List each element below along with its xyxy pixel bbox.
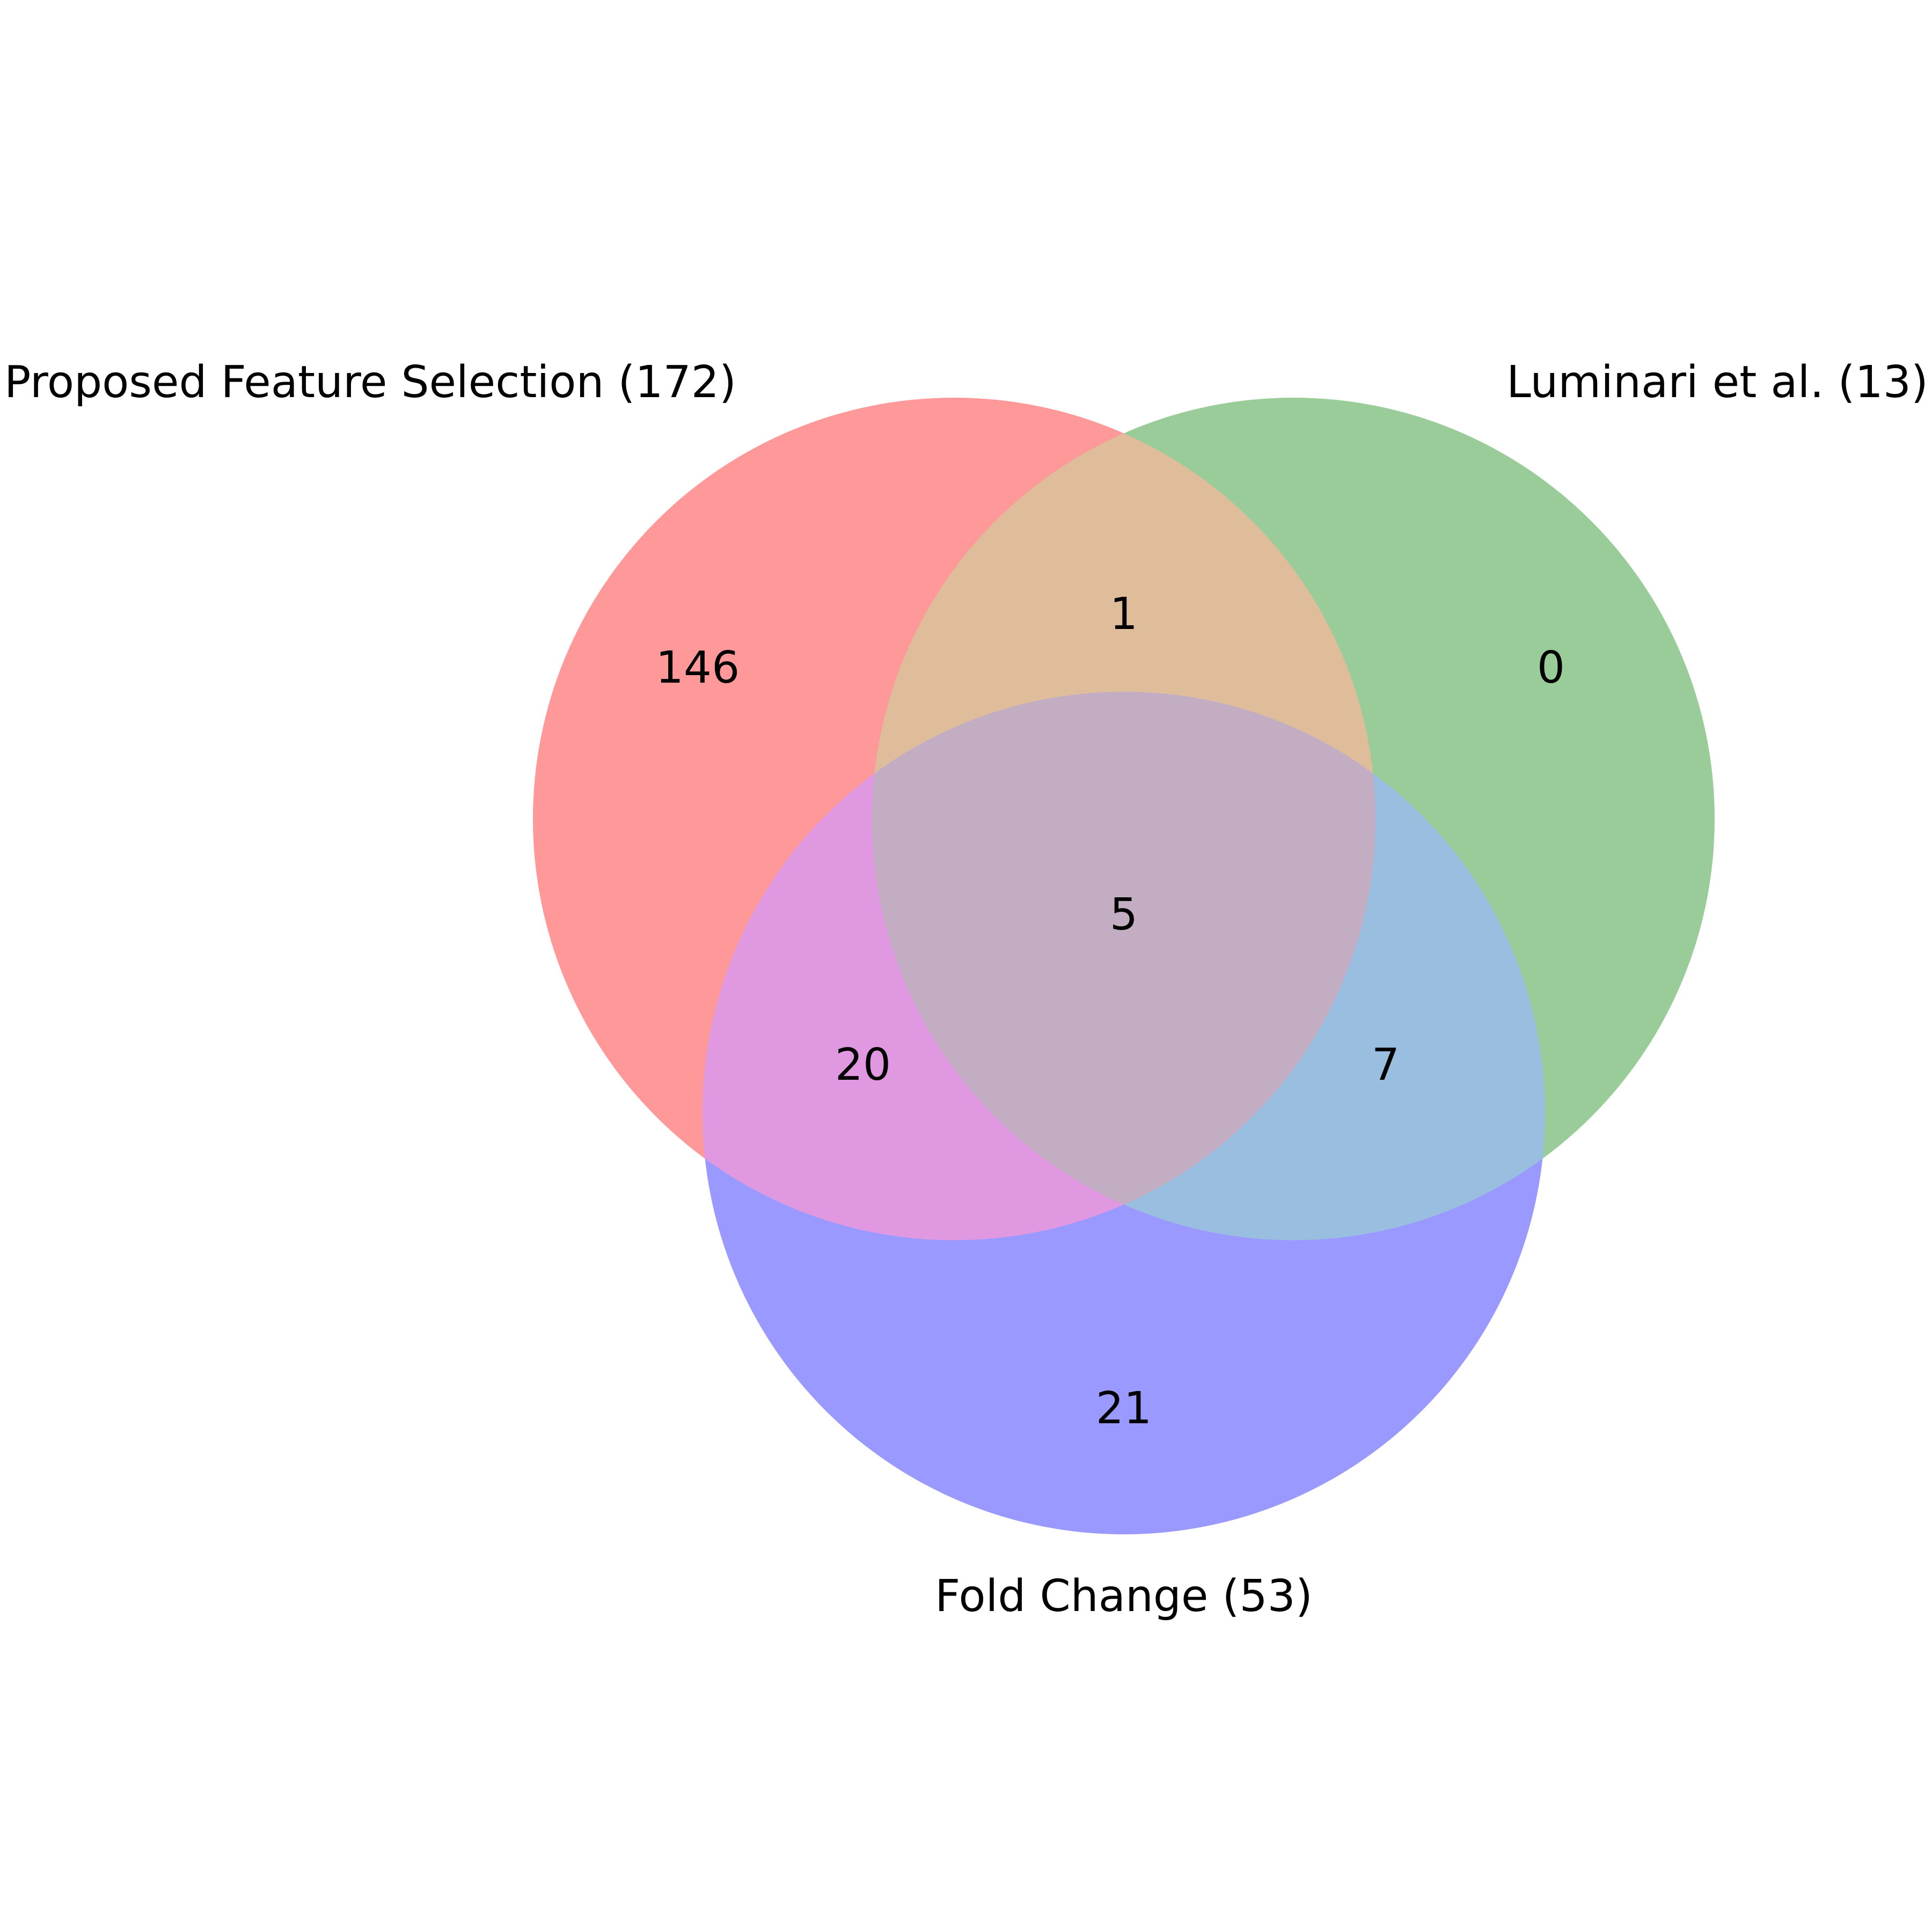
- region-count-a-c: 20: [835, 1040, 891, 1091]
- region-count-b-only: 0: [1537, 642, 1565, 693]
- set-label-fold-change: Fold Change (53): [935, 1571, 1313, 1622]
- overlap-region-a-b-c: [872, 692, 1375, 1240]
- region-count-b-c: 7: [1372, 1040, 1400, 1091]
- region-count-a-b-c: 5: [1110, 889, 1138, 940]
- set-label-proposed-feature-selection: Proposed Feature Selection (172): [4, 357, 736, 408]
- set-label-luminari: Luminari et al. (13): [1506, 357, 1928, 408]
- region-count-a-only: 146: [656, 642, 740, 693]
- region-count-a-b: 1: [1110, 589, 1138, 640]
- region-count-c-only: 21: [1096, 1383, 1152, 1434]
